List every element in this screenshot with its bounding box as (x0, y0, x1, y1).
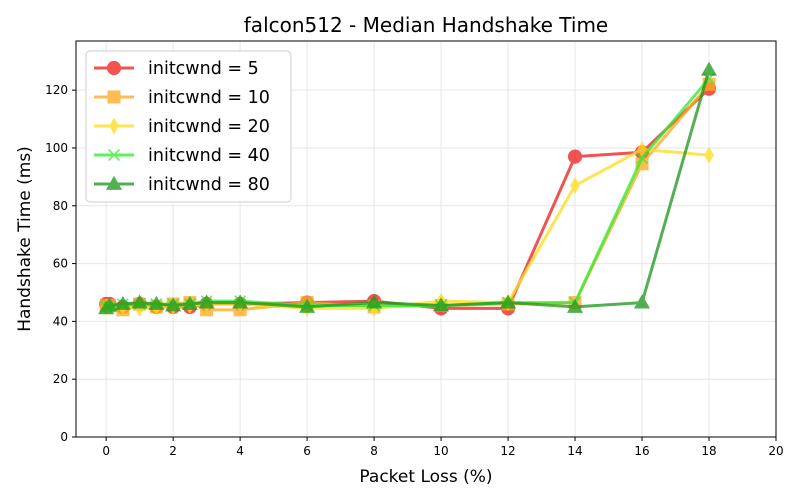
plot-frame (75, 40, 777, 438)
legend-marker (105, 175, 123, 190)
y-axis-label: Handshake Time (ms) (15, 146, 35, 332)
legend-label: initcwnd = 5 (148, 59, 259, 79)
x-axis-label: Packet Loss (%) (359, 467, 492, 487)
data-point (567, 149, 583, 164)
y-tick-label: 100 (45, 141, 68, 155)
series-line (105, 69, 711, 310)
legend: initcwnd = 5 initcwnd = 10 initcwnd = 20 in… (85, 50, 292, 203)
data-point (181, 295, 198, 310)
y-tick-label: 40 (53, 314, 68, 328)
legend-item (94, 90, 134, 104)
legend-label: initcwnd = 40 (148, 146, 270, 166)
x-tick-label: 6 (303, 444, 311, 458)
y-tick-label: 120 (45, 83, 68, 97)
data-point (499, 294, 517, 309)
legend-label: initcwnd = 20 (148, 117, 270, 137)
x-tick-label: 20 (768, 444, 783, 458)
x-tick-label: 8 (370, 444, 378, 458)
x-tick-label: 4 (236, 444, 244, 458)
x-tick-label: 0 (102, 444, 110, 458)
series-5 (98, 61, 718, 315)
legend-item (94, 117, 134, 135)
y-tick-label: 60 (53, 257, 68, 271)
data-point (636, 152, 648, 165)
legend-label: initcwnd = 10 (148, 88, 270, 108)
chart-title: falcon512 - Median Handshake Time (244, 13, 608, 37)
data-point (570, 177, 580, 194)
x-tick-label: 10 (433, 444, 448, 458)
data-point (366, 294, 383, 309)
y-tick-label: 0 (60, 430, 68, 444)
x-tick-label: 12 (500, 444, 515, 458)
data-point (198, 294, 215, 309)
legend-marker (106, 60, 122, 76)
legend-item (94, 175, 134, 190)
legend-box (85, 50, 292, 203)
x-tick-label: 16 (634, 444, 649, 458)
data-point (700, 61, 718, 76)
data-point (114, 295, 131, 310)
data-point (633, 294, 651, 309)
x-tick-label: 18 (701, 444, 716, 458)
data-point (433, 297, 450, 312)
y-tick-label: 20 (53, 372, 68, 386)
x-tick-label: 2 (169, 444, 177, 458)
legend-marker (107, 90, 121, 104)
axis-ticks: 0 2 4 6 8 10 12 14 16 18 20 0 20 40 60 80 100 120 (45, 83, 784, 458)
data-point (704, 146, 714, 164)
legend-item (94, 60, 134, 76)
legend-item (94, 149, 134, 161)
data-point (566, 298, 584, 313)
legend-marker (108, 149, 120, 161)
y-tick-label: 80 (53, 199, 68, 213)
x-tick-label: 14 (567, 444, 582, 458)
data-point (232, 294, 249, 309)
series-layer (98, 61, 718, 317)
legend-marker (109, 117, 119, 135)
data-point (299, 298, 316, 313)
data-point (131, 294, 148, 309)
legend-label: initcwnd = 80 (148, 175, 270, 195)
data-point (148, 295, 165, 310)
data-point (101, 297, 118, 312)
data-point (165, 297, 182, 312)
